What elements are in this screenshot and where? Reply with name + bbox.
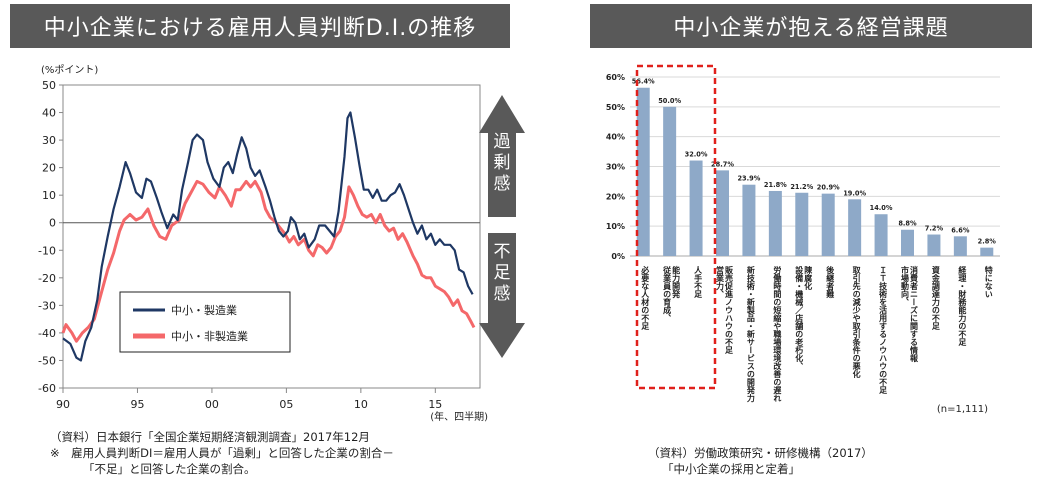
bar <box>980 247 994 256</box>
y-tick-label: 30% <box>606 163 625 172</box>
y-tick-label: 10% <box>606 222 625 231</box>
category-label: 設備・機械／店舗の老朽化、 <box>794 265 804 370</box>
category-label: 人手不足 <box>693 265 703 299</box>
x-tick-label: 05 <box>279 398 293 411</box>
category-label: 取引先の減少や取引条件の悪化 <box>851 266 861 379</box>
left-definition-note-1: ※ 雇用人員判断DI＝雇用人員が「過剰」と回答した企業の割合－ <box>50 446 394 460</box>
shortage-label-char: 感 <box>494 284 511 304</box>
plot-frame <box>62 84 481 389</box>
surplus-label-char: 剰 <box>494 153 511 173</box>
category-label: 能力開発 <box>671 265 681 299</box>
legend-label: 中小・非製造業 <box>171 329 248 343</box>
bar <box>795 192 809 256</box>
y-tick-label: -60 <box>38 382 56 395</box>
x-tick-label: 90 <box>56 398 70 411</box>
y-tick-label: 0% <box>611 252 625 261</box>
bar-value-label: 50.0% <box>658 97 681 105</box>
bar <box>953 236 967 256</box>
category-label: 労働時間の短縮や職場環境改善の遅れ <box>772 265 782 403</box>
y-tick-label: 20 <box>42 162 56 175</box>
surplus-label-char: 感 <box>494 174 511 194</box>
down-arrow-shortage <box>479 233 525 358</box>
category-label: 特にない <box>984 265 993 298</box>
manufacturing-series-line <box>62 111 474 362</box>
sample-size-label: (n=1,111) <box>937 404 988 415</box>
bar-value-label: 32.0% <box>685 151 708 159</box>
y-tick-label: 60% <box>606 73 625 82</box>
bar-value-label: 21.8% <box>764 181 787 189</box>
y-tick-label: 50% <box>606 103 625 112</box>
bar-value-label: 21.2% <box>790 183 813 191</box>
bar <box>742 184 756 256</box>
bar <box>768 190 782 256</box>
left-definition-note-2: 「不足」と回答した企業の割合。 <box>83 462 256 476</box>
x-axis-unit-label: (年、四半期) <box>430 410 488 423</box>
bar <box>663 106 677 256</box>
y-tick-label: -20 <box>38 272 56 285</box>
shortage-label-char: 不 <box>494 242 511 262</box>
bar <box>901 229 914 256</box>
non-manufacturing-series-line <box>61 179 476 343</box>
bar-value-label: 20.9% <box>817 184 840 192</box>
bar-value-label: 6.6% <box>951 226 970 234</box>
y-tick-label: 50 <box>42 79 56 92</box>
category-label: 陳腐化 <box>803 265 813 291</box>
right-source-note-2: 「中小企業の採用と定着」 <box>662 462 800 476</box>
right-chart-title: 中小企業が抱える経営課題 <box>590 4 1032 48</box>
category-label: 消費者ニーズに関する情報 <box>909 265 919 363</box>
category-label: 販売促進ノウハウの不足 <box>724 265 734 355</box>
y-tick-label: 40 <box>42 107 56 120</box>
category-label: 営業力、 <box>715 265 725 298</box>
category-label: 資金調達力の不足 <box>930 265 940 331</box>
bar <box>874 214 888 256</box>
x-tick-label: 15 <box>428 398 442 411</box>
y-tick-label: -10 <box>38 244 56 257</box>
y-axis-unit-label: (%ポイント) <box>41 64 98 76</box>
y-tick-label: -30 <box>38 299 56 312</box>
bar <box>927 234 941 256</box>
bar-chart: 0% 10% 20% 30% 40% 50% 60% 56.4% 必要な人材の不足 50.0% 従業… <box>606 64 1000 415</box>
x-tick-label: 10 <box>354 398 368 411</box>
x-tick-label: 95 <box>130 398 144 411</box>
category-label: 後継者難 <box>825 265 835 299</box>
bar <box>848 199 862 256</box>
bar <box>716 170 729 256</box>
legend-box <box>119 291 291 353</box>
surplus-label-char: 過 <box>494 132 511 152</box>
category-label: ＩＴ技術を活用するノウハウの不足 <box>878 266 888 395</box>
category-label: 経理・財務能力の不足 <box>957 265 967 347</box>
bar-value-label: 56.4% <box>632 78 655 86</box>
bar <box>689 160 703 256</box>
left-chart-title: 中小企業における雇用人員判断D.I.の推移 <box>10 4 510 48</box>
legend-label: 中小・製造業 <box>171 303 237 317</box>
category-label: 市場動向、 <box>901 265 910 306</box>
bar-value-label: 2.8% <box>978 238 997 246</box>
right-source-note-1: （資料）労働政策研究・研修機構（2017） <box>648 446 873 460</box>
y-tick-label: 40% <box>606 133 625 142</box>
category-label: 従業員の育成、 <box>662 265 672 322</box>
y-tick-label: -50 <box>38 354 56 367</box>
bar <box>821 193 835 256</box>
y-tick-label: 30 <box>42 134 56 147</box>
up-arrow-surplus <box>479 95 525 217</box>
bar-value-label: 14.0% <box>870 204 893 212</box>
y-tick-label: -40 <box>38 327 56 340</box>
left-source-note: （資料）日本銀行「全国企業短期経済観測調査」2017年12月 <box>50 430 370 444</box>
shortage-label-char: 足 <box>494 263 511 283</box>
bar-value-label: 19.0% <box>843 189 866 197</box>
bar-value-label: 28.7% <box>711 160 734 168</box>
bar-value-label: 23.9% <box>737 175 760 183</box>
y-tick-label: 0 <box>49 217 56 230</box>
y-tick-label: 10 <box>42 189 56 202</box>
x-tick-label: 00 <box>205 398 219 411</box>
y-tick-label: 20% <box>606 192 625 201</box>
category-label: 必要な人材の不足 <box>640 265 650 331</box>
bar-value-label: 8.8% <box>898 220 917 228</box>
bar <box>636 87 650 257</box>
bar-value-label: 7.2% <box>925 225 944 233</box>
category-label: 新技術・新製品・新サービスの開発力 <box>745 265 755 403</box>
